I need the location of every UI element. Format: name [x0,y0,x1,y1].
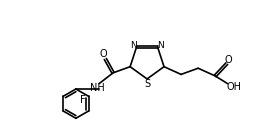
Text: F: F [80,95,85,105]
Text: NH: NH [90,83,105,93]
Text: S: S [144,79,150,89]
Text: N: N [130,41,137,50]
Text: O: O [225,55,232,65]
Text: OH: OH [226,82,241,92]
Text: N: N [157,41,164,50]
Text: O: O [100,49,107,59]
